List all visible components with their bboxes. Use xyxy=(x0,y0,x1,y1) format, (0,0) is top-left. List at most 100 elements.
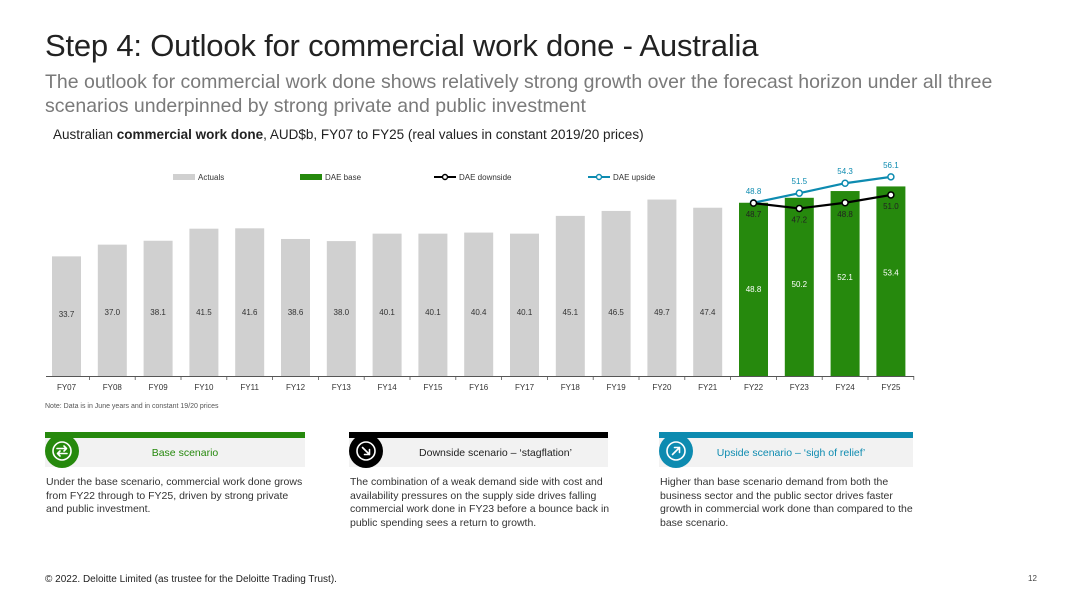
downside-label-FY23: 47.2 xyxy=(792,215,808,224)
bar-FY13 xyxy=(326,241,356,376)
chart-heading-bold: commercial work done xyxy=(116,127,264,142)
bar-label-FY17: 40.1 xyxy=(517,308,533,317)
bar-label-FY25: 53.4 xyxy=(883,268,899,277)
downside-point-FY23 xyxy=(795,204,804,213)
base-scenario-text: Under the base scenario, commercial work… xyxy=(46,476,303,516)
page-number: 12 xyxy=(1028,574,1037,583)
downside-line xyxy=(753,193,892,210)
chart-heading: Australian commercial work done, AUD$b, … xyxy=(53,127,644,142)
legend-swatch-1 xyxy=(300,174,322,180)
legend-label-0: Actuals xyxy=(198,173,224,182)
upside-scenario-title: Upside scenario – ‘sigh of relief’ xyxy=(716,446,866,459)
downside-scenario-text: The combination of a weak demand side wi… xyxy=(350,476,610,530)
legend-marker-2 xyxy=(441,173,449,181)
x-tick-label-FY19: FY19 xyxy=(607,383,627,392)
arrow-down-right-icon xyxy=(349,434,383,468)
bar-FY18 xyxy=(555,215,585,376)
bar-label-FY15: 40.1 xyxy=(425,308,441,317)
bar-label-FY14: 40.1 xyxy=(379,308,395,317)
bar-label-FY23: 50.2 xyxy=(792,280,808,289)
bar-label-FY16: 40.4 xyxy=(471,308,487,317)
bar-label-FY12: 38.6 xyxy=(288,308,304,317)
downside-point-FY24 xyxy=(841,199,849,207)
chart-heading-post: , AUD$b, FY07 to FY25 (real values in co… xyxy=(263,127,644,142)
downside-label-FY22: 48.7 xyxy=(746,210,762,219)
bar-FY20 xyxy=(647,199,677,376)
bar-FY12 xyxy=(281,238,310,376)
slide-title: Step 4: Outlook for commercial work done… xyxy=(45,28,759,63)
bar-FY24 xyxy=(830,191,860,376)
x-tick-label-FY14: FY14 xyxy=(378,383,398,392)
bar-label-FY07: 33.7 xyxy=(59,310,75,319)
downside-point-FY25 xyxy=(887,191,895,199)
x-tick-label-FY09: FY09 xyxy=(149,383,169,392)
x-tick-label-FY11: FY11 xyxy=(240,383,259,392)
bar-label-FY22: 48.8 xyxy=(746,285,762,294)
x-tick-label-FY18: FY18 xyxy=(561,383,581,392)
upside-point-FY23 xyxy=(795,189,804,197)
upside-line xyxy=(753,175,892,204)
x-tick-label-FY21: FY21 xyxy=(698,383,718,392)
bar-label-FY13: 38.0 xyxy=(334,308,350,317)
upside-label-FY25: 56.1 xyxy=(883,161,899,170)
legend-swatch-0 xyxy=(173,174,195,180)
bar-FY10 xyxy=(189,228,219,376)
bar-FY17 xyxy=(510,233,539,376)
legend-label-1: DAE base xyxy=(325,173,362,182)
bar-FY16 xyxy=(464,232,494,376)
bar-label-FY19: 46.5 xyxy=(608,308,624,317)
base-scenario-header: Base scenario xyxy=(45,438,305,467)
bar-label-FY08: 37.0 xyxy=(105,308,121,317)
chart-note: Note: Data is in June years and in const… xyxy=(45,403,219,410)
bar-FY08 xyxy=(97,244,127,376)
x-tick-label-FY16: FY16 xyxy=(469,383,489,392)
upside-point-FY25 xyxy=(887,173,895,181)
x-tick-label-FY15: FY15 xyxy=(423,383,443,392)
x-tick-label-FY17: FY17 xyxy=(515,383,535,392)
bar-FY23 xyxy=(784,197,814,376)
x-tick-label-FY22: FY22 xyxy=(744,383,764,392)
x-tick-label-FY13: FY13 xyxy=(332,383,352,392)
bar-FY22 xyxy=(739,202,768,376)
bar-FY11 xyxy=(235,228,265,376)
bar-label-FY20: 49.7 xyxy=(654,308,670,317)
bar-FY25 xyxy=(876,186,906,376)
bar-FY07 xyxy=(52,256,81,376)
base-scenario-title: Base scenario xyxy=(151,446,219,459)
base-scenario-bar xyxy=(45,432,305,438)
upside-label-FY23: 51.5 xyxy=(792,177,808,186)
x-tick-label-FY10: FY10 xyxy=(194,383,214,392)
downside-point-FY22 xyxy=(749,199,758,207)
slide-subtitle: The outlook for commercial work done sho… xyxy=(45,71,993,117)
x-tick-label-FY25: FY25 xyxy=(881,383,901,392)
legend-marker-3 xyxy=(595,173,603,181)
downside-scenario-header: Downside scenario – ‘stagflation’ xyxy=(349,438,608,467)
downside-label-FY24: 48.8 xyxy=(837,210,853,219)
bar-FY14 xyxy=(372,233,402,376)
x-tick-label-FY07: FY07 xyxy=(57,383,77,392)
upside-label-FY24: 54.3 xyxy=(837,167,853,176)
upside-point-FY24 xyxy=(841,179,849,187)
legend-label-2: DAE downside xyxy=(459,173,512,182)
downside-scenario-title: Downside scenario – ‘stagflation’ xyxy=(419,446,572,459)
bar-label-FY18: 45.1 xyxy=(563,308,579,317)
x-tick-label-FY20: FY20 xyxy=(652,383,672,392)
swap-arrows-icon xyxy=(45,434,79,468)
x-tick-label-FY24: FY24 xyxy=(836,383,856,392)
bar-label-FY11: 41.6 xyxy=(242,308,258,317)
bar-label-FY09: 38.1 xyxy=(150,308,166,317)
bar-FY21 xyxy=(693,207,723,376)
upside-scenario-text: Higher than base scenario demand from bo… xyxy=(660,476,913,530)
downside-scenario-bar xyxy=(349,432,608,438)
bar-label-FY10: 41.5 xyxy=(196,308,212,317)
upside-scenario-bar xyxy=(659,432,913,438)
bar-FY09 xyxy=(143,240,173,376)
upside-label-FY22: 48.8 xyxy=(746,187,762,196)
x-tick-label-FY12: FY12 xyxy=(286,383,306,392)
chart-heading-pre: Australian xyxy=(53,127,117,142)
bar-label-FY24: 52.1 xyxy=(837,273,853,282)
downside-label-FY25: 51.0 xyxy=(883,202,899,211)
x-tick-label-FY08: FY08 xyxy=(103,383,123,392)
x-tick-label-FY23: FY23 xyxy=(790,383,810,392)
arrow-up-right-icon xyxy=(659,434,693,468)
